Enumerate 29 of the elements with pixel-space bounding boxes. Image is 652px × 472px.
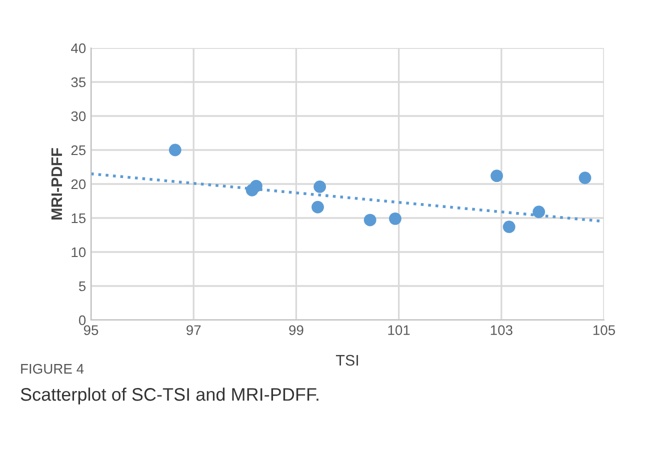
x-tick-label: 99 [289,325,304,336]
point [168,144,182,156]
y-axis-title: MRI-PDFF [51,148,62,220]
x-tick-label: 97 [186,325,201,336]
text: Scatterplot of SC-TSI and MRI-PDFF. [20,388,318,404]
y-tick-label: 20 [71,179,86,190]
y-tick-label: 15 [72,213,86,224]
y-tick-label: 10 [72,247,86,258]
y-tick-label: 5 [78,281,86,292]
point [250,180,262,192]
y-tick-label: 35 [71,77,86,88]
point [502,220,516,234]
x-tick-label: 95 [84,325,98,336]
point [490,170,503,182]
point [388,212,402,225]
y-tick-label: 30 [71,111,86,122]
x-axis-title: TSI [336,354,358,366]
point [312,200,324,214]
point [578,172,592,184]
point [364,214,376,226]
point [532,206,546,218]
caption: FIGURE 4 [21,364,84,374]
y-tick-label: 40 [71,43,86,54]
x-tick-label: 101 [388,325,410,336]
y-tick-label: 25 [71,145,86,156]
y-tick-label: 0 [78,315,86,326]
x-tick-label: 105 [593,325,616,336]
point [314,180,326,193]
x-tick-label: 103 [490,325,512,336]
